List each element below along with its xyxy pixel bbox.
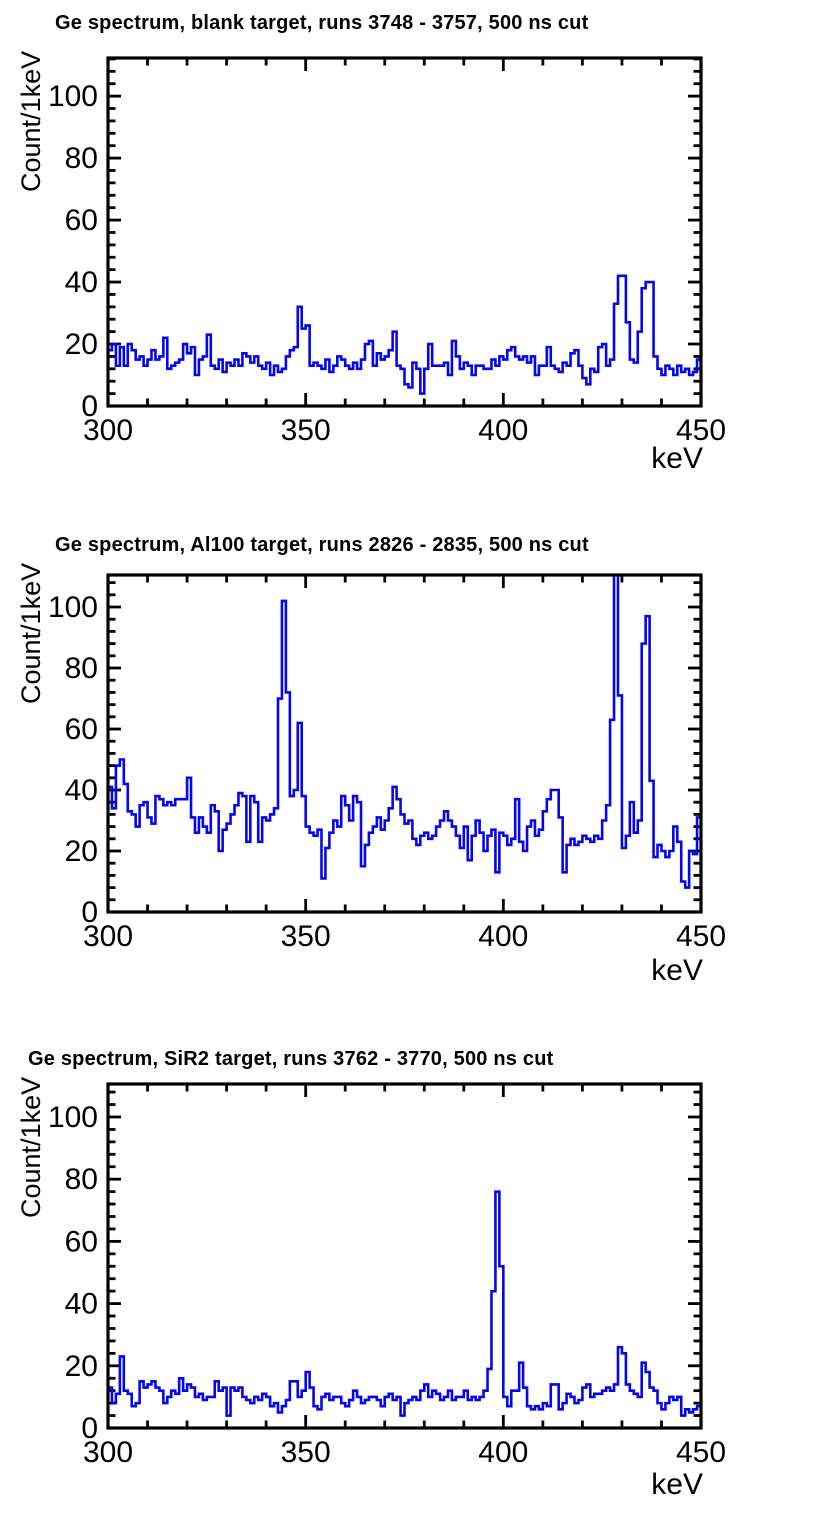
chart-title: Ge spectrum, Al100 target, runs 2826 - 2… [55,534,589,556]
spectrum-panel-sir2: Ge spectrum, SiR2 target, runs 3762 - 37… [0,1026,835,1535]
x-axis-label: keV [651,442,703,475]
x-tick-label: 400 [478,920,528,953]
y-tick-label: 100 [48,591,98,624]
histogram-line [106,1190,701,1428]
x-tick-label: 300 [83,1436,133,1469]
x-tick-label: 350 [281,1436,331,1469]
x-tick-label: 450 [676,1436,726,1469]
y-tick-label: 100 [48,80,98,113]
histogram-line [106,274,701,406]
y-tick-label: 0 [81,1412,98,1445]
y-tick-label: 20 [65,328,98,361]
plot-frame [106,56,703,408]
histogram-plot: 300 350 400 450 0 20 40 60 80 100 [48,573,726,953]
y-tick-label: 20 [65,835,98,868]
y-tick-label: 20 [65,1350,98,1383]
histogram-plot: 300 350 400 450 0 20 40 60 80 100 [48,56,726,447]
plot-frame [106,1082,703,1430]
y-tick-label: 100 [48,1101,98,1134]
chart-title: Ge spectrum, blank target, runs 3748 - 3… [55,12,589,34]
x-axis-label: keV [651,1468,703,1501]
y-tick-label: 80 [65,142,98,175]
spectrum-panel-al100: Ge spectrum, Al100 target, runs 2826 - 2… [0,512,835,1026]
x-tick-label: 300 [83,414,133,447]
x-tick-label: 350 [281,920,331,953]
y-tick-label: 40 [65,266,98,299]
spectrum-panel-blank: Ge spectrum, blank target, runs 3748 - 3… [0,0,835,512]
y-tick-label: 40 [65,774,98,807]
x-axis-label: keV [651,954,703,987]
y-tick-label: 60 [65,204,98,237]
y-tick-label: 0 [81,896,98,929]
plot-frame [106,573,703,914]
y-tick-label: 80 [65,1163,98,1196]
y-tick-label: 40 [65,1288,98,1321]
x-tick-label: 300 [83,920,133,953]
x-tick-label: 400 [478,414,528,447]
x-tick-label: 400 [478,1436,528,1469]
histogram-plot: 300 350 400 450 0 20 40 60 80 100 [48,1082,726,1469]
x-tick-label: 350 [281,414,331,447]
chart-title: Ge spectrum, SiR2 target, runs 3762 - 37… [28,1048,554,1070]
y-tick-label: 60 [65,713,98,746]
x-tick-label: 450 [676,414,726,447]
x-tick-label: 450 [676,920,726,953]
y-tick-label: 0 [81,390,98,423]
histogram-line [106,573,701,912]
y-tick-label: 60 [65,1225,98,1258]
y-tick-label: 80 [65,652,98,685]
